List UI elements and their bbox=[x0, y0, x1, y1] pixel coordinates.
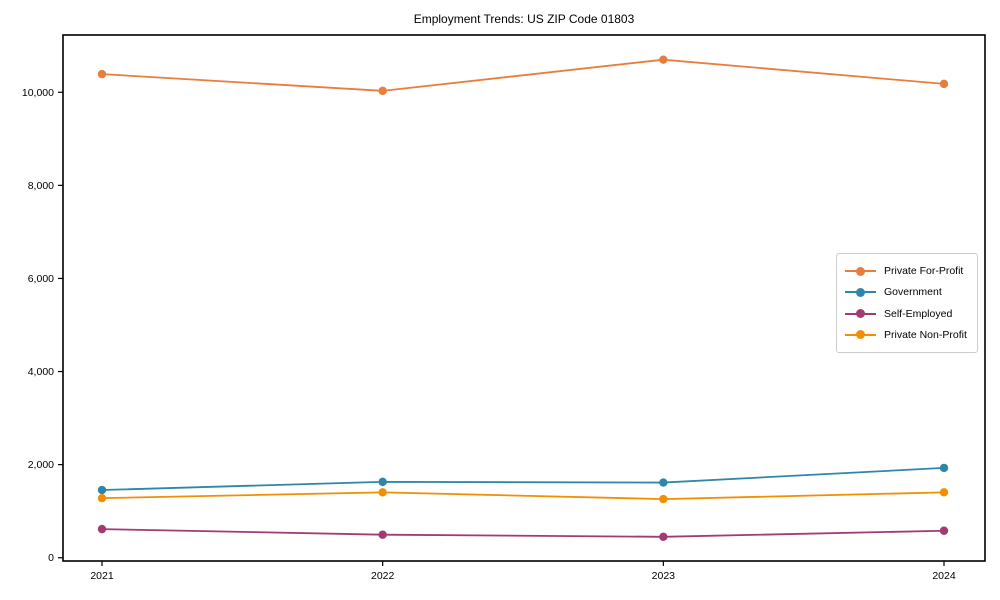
y-tick-label: 2,000 bbox=[28, 459, 54, 471]
series-line-private-non-profit bbox=[101, 491, 945, 500]
data-point-private-non-profit-2022 bbox=[378, 488, 387, 497]
legend-marker-self-employed bbox=[845, 309, 876, 319]
plot-border bbox=[62, 34, 986, 562]
data-point-government-2021 bbox=[97, 485, 107, 495]
legend-item-private-non-profit: Private Non-Profit bbox=[845, 326, 969, 344]
y-tick-label: 6,000 bbox=[28, 273, 54, 285]
legend-label: Private Non-Profit bbox=[884, 328, 967, 341]
data-point-government-2023 bbox=[659, 478, 668, 487]
legend-marker-government bbox=[845, 287, 876, 297]
data-point-private-for-profit-2023 bbox=[659, 55, 668, 64]
series-line-self-employed bbox=[101, 528, 945, 538]
legend-dot-sample bbox=[856, 287, 865, 297]
legend-label: Private For-Profit bbox=[884, 265, 964, 277]
data-point-private-for-profit-2024 bbox=[939, 79, 949, 89]
data-point-self-employed-2024 bbox=[939, 526, 949, 535]
x-tick-label: 2023 bbox=[652, 570, 676, 582]
y-tick-label: 10,000 bbox=[22, 87, 54, 99]
x-tick-label: 2021 bbox=[90, 570, 114, 582]
legend-marker-private-non-profit bbox=[845, 330, 876, 340]
x-tick-label: 2024 bbox=[932, 570, 956, 582]
data-point-government-2022 bbox=[378, 477, 387, 487]
legend-item-government: Government bbox=[845, 283, 969, 301]
data-point-private-non-profit-2023 bbox=[659, 494, 668, 504]
data-point-self-employed-2021 bbox=[97, 524, 107, 534]
data-point-private-for-profit-2021 bbox=[97, 69, 107, 79]
y-tick-label: 4,000 bbox=[28, 366, 54, 378]
data-point-government-2024 bbox=[939, 463, 949, 473]
legend-dot-sample bbox=[856, 266, 865, 276]
legend-label: Government bbox=[884, 286, 942, 299]
legend-dot-sample bbox=[856, 309, 865, 319]
data-point-private-non-profit-2021 bbox=[97, 493, 107, 503]
series-line-private-for-profit bbox=[101, 58, 945, 92]
y-tick-label: 8,000 bbox=[28, 180, 54, 192]
legend-item-private-for-profit: Private For-Profit bbox=[845, 262, 969, 280]
legend-item-self-employed: Self-Employed bbox=[845, 305, 969, 323]
y-tick-label: 0 bbox=[48, 552, 54, 564]
legend-dot-sample bbox=[856, 330, 865, 340]
legend: Private For-Profit Government Self-Employe… bbox=[836, 253, 978, 353]
x-tick-label: 2022 bbox=[371, 570, 395, 582]
series-line-government bbox=[101, 467, 945, 491]
chart-title: Employment Trends: US ZIP Code 01803 bbox=[413, 12, 635, 26]
data-point-private-non-profit-2024 bbox=[939, 488, 949, 497]
data-point-self-employed-2023 bbox=[659, 532, 668, 541]
legend-marker-private-for-profit bbox=[845, 266, 876, 276]
data-point-private-for-profit-2022 bbox=[378, 86, 387, 96]
legend-label: Self-Employed bbox=[884, 307, 953, 320]
data-point-self-employed-2022 bbox=[378, 530, 387, 539]
